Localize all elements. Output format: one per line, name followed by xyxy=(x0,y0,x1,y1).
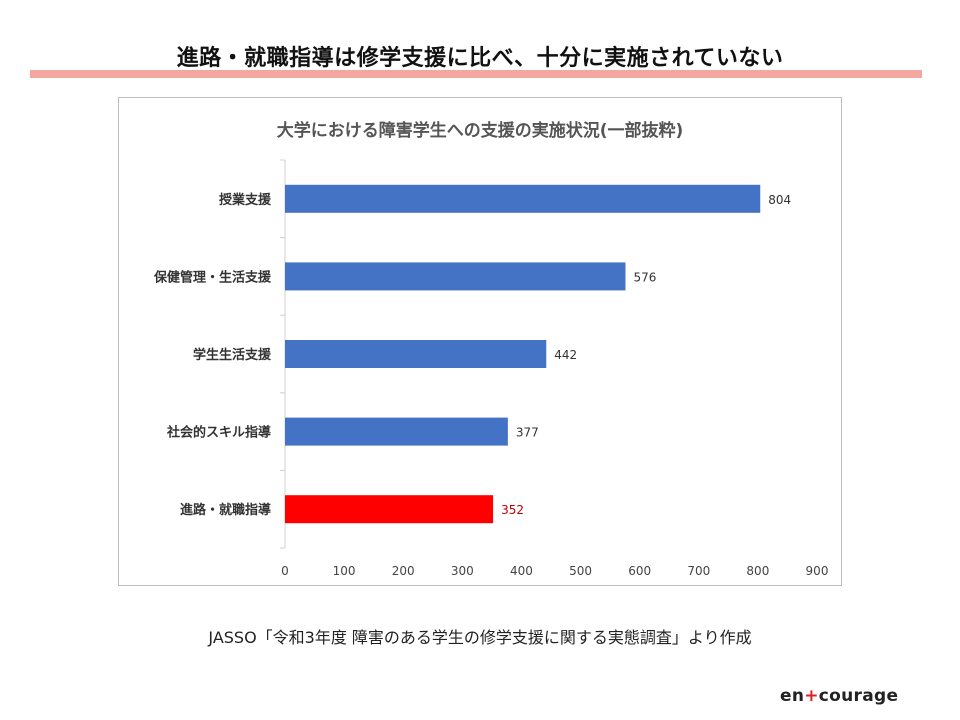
category-label: 保健管理・生活支援 xyxy=(153,269,272,285)
bar xyxy=(285,495,494,524)
page-title: 進路・就職指導は修学支援に比べ、十分に実施されていない xyxy=(176,46,784,71)
category-label: 社会的スキル指導 xyxy=(166,425,271,441)
bar xyxy=(285,417,508,446)
data-label: 352 xyxy=(501,503,524,517)
x-tick-label: 700 xyxy=(687,564,710,578)
x-tick-label: 900 xyxy=(806,564,829,578)
chart-frame: 大学における障害学生への支援の実施状況(一部抜粋) 授業支援 804 保健管理・生活… xyxy=(118,97,842,586)
title-underline xyxy=(30,70,922,78)
category-label: 授業支援 xyxy=(219,192,272,208)
source-citation: JASSO「令和3年度 障害のある学生の修学支援に関する実態調査」より作成 xyxy=(208,628,752,647)
x-tick-label: 800 xyxy=(746,564,769,578)
x-tick-label: 100 xyxy=(333,564,356,578)
data-label: 377 xyxy=(516,426,539,440)
x-tick-label: 300 xyxy=(451,564,474,578)
chart-title: 大学における障害学生への支援の実施状況(一部抜粋) xyxy=(276,121,684,141)
category-label: 学生生活支援 xyxy=(193,347,272,363)
x-tick-label: 600 xyxy=(628,564,651,578)
x-tick-label: 200 xyxy=(392,564,415,578)
bar xyxy=(285,262,626,291)
data-label: 442 xyxy=(554,348,577,362)
logo-text-courage: courage xyxy=(818,686,899,706)
logo-plus: + xyxy=(804,686,819,706)
x-tick-label: 400 xyxy=(510,564,533,578)
brand-logo: en+courage xyxy=(780,686,898,706)
x-tick-label: 0 xyxy=(281,564,289,578)
data-label: 804 xyxy=(768,193,791,207)
bar xyxy=(285,184,761,213)
bar-chart: 授業支援 804 保健管理・生活支援 576 学生生活支援 442 社会的スキル指導 377 進… xyxy=(153,159,829,578)
data-label: 576 xyxy=(633,270,656,284)
x-tick-label: 500 xyxy=(569,564,592,578)
bar xyxy=(285,340,547,368)
category-label: 進路・就職指導 xyxy=(180,502,271,518)
logo-text-en: en xyxy=(780,686,805,706)
